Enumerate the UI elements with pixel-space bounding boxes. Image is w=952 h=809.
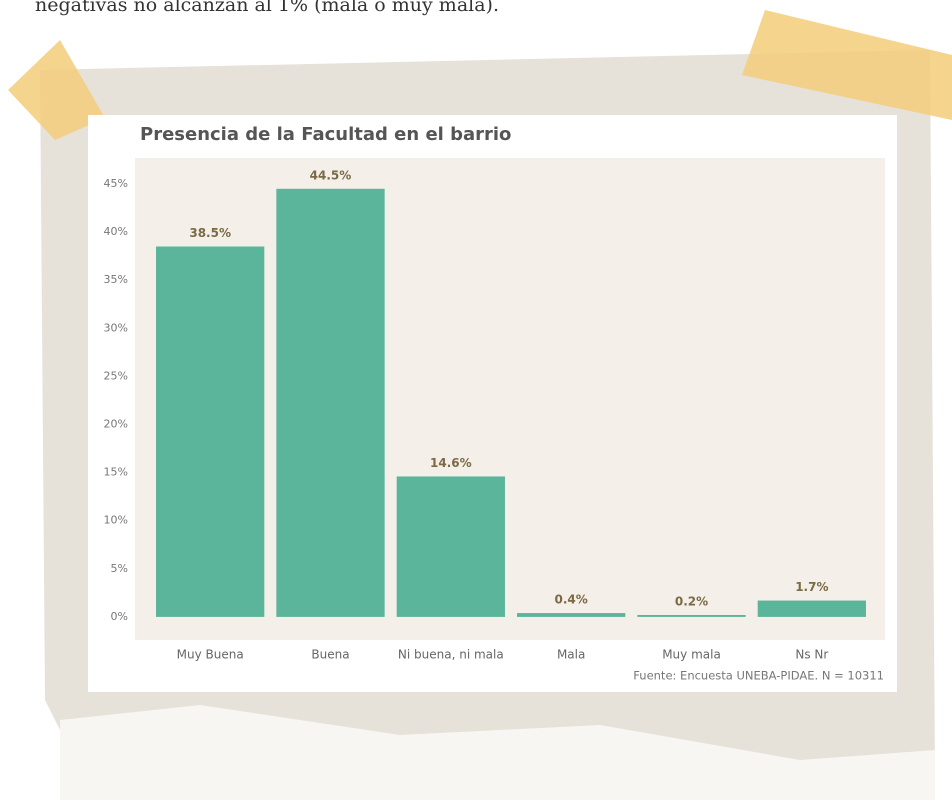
y-tick-label: 30% xyxy=(104,321,128,334)
x-tick-label: Mala xyxy=(557,648,585,662)
x-tick-label: Ni buena, ni mala xyxy=(398,648,504,662)
value-label: 44.5% xyxy=(310,168,352,182)
bar xyxy=(276,188,385,617)
tape-left xyxy=(8,40,105,140)
x-tick-label: Muy mala xyxy=(662,648,721,662)
value-label: 0.4% xyxy=(555,593,588,607)
y-tick-label: 10% xyxy=(104,514,128,527)
y-tick-label: 40% xyxy=(104,225,128,238)
y-tick-label: 20% xyxy=(104,417,128,430)
x-tick-label: Ns Nr xyxy=(795,648,828,662)
torn-edge xyxy=(60,705,935,800)
value-label: 14.6% xyxy=(430,456,472,470)
chart-title: Presencia de la Facultad en el barrio xyxy=(140,124,511,145)
bar xyxy=(156,246,265,617)
value-label: 38.5% xyxy=(189,226,231,240)
y-tick-label: 5% xyxy=(111,562,128,575)
x-tick-label: Muy Buena xyxy=(177,648,244,662)
y-tick-label: 0% xyxy=(111,610,128,623)
bar xyxy=(396,476,505,617)
y-tick-label: 35% xyxy=(104,273,128,286)
x-tick-label: Buena xyxy=(311,648,349,662)
bar xyxy=(517,613,626,617)
caption: negativas no alcanzan al 1% (mala o muy … xyxy=(35,0,499,16)
bar xyxy=(637,614,746,617)
bar xyxy=(757,600,866,617)
value-label: 0.2% xyxy=(675,594,708,608)
y-tick-label: 45% xyxy=(104,177,128,190)
tape-right xyxy=(742,10,952,120)
source-note: Fuente: Encuesta UNEBA-PIDAE. N = 10311 xyxy=(633,669,884,683)
y-tick-label: 15% xyxy=(104,466,128,479)
y-tick-label: 25% xyxy=(104,369,128,382)
value-label: 1.7% xyxy=(795,580,828,594)
